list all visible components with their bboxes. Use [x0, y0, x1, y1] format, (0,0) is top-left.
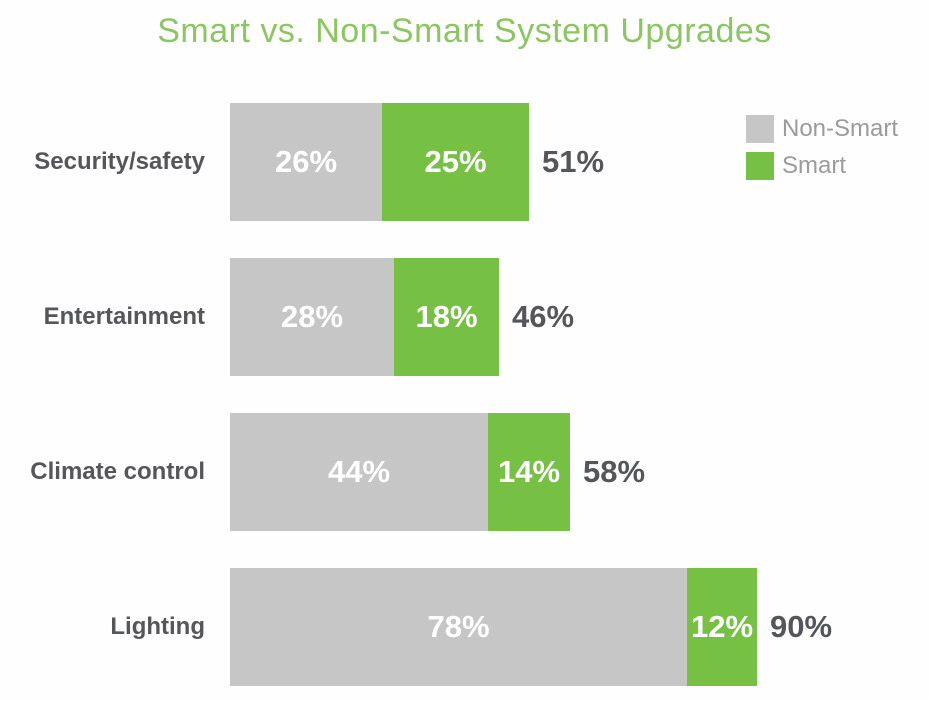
total-label: 46%: [512, 298, 575, 334]
bar-row: Climate control 44% 14% 58%: [0, 394, 929, 549]
segment-value-label: 44%: [327, 453, 391, 489]
bar-segment-smart: 25%: [382, 102, 529, 221]
bar-row: Entertainment 28% 18% 46%: [0, 239, 929, 394]
legend-label: Smart: [782, 152, 847, 179]
bar-segment-non-smart: 28%: [230, 257, 394, 376]
segment-value-label: 14%: [497, 453, 561, 489]
segment-value-label: 25%: [424, 143, 487, 179]
segment-value-label: 78%: [427, 608, 490, 644]
segment-value-label: 12%: [690, 608, 754, 644]
total-label: 58%: [583, 453, 646, 489]
segment-value-label: 28%: [280, 298, 344, 334]
bars-area: Security/safety 26% 25% 51% Entertainment 28%…: [0, 84, 929, 704]
stacked-bar: 78% 12% 90%: [230, 567, 929, 686]
bar-segment-smart: 12%: [687, 567, 757, 686]
category-label: Entertainment: [43, 302, 205, 330]
category-label: Security/safety: [34, 147, 205, 175]
category-label: Climate control: [30, 457, 205, 485]
legend-item-non-smart: Non-Smart: [746, 115, 898, 143]
legend-item-smart: Smart: [746, 152, 898, 180]
segment-value-label: 18%: [415, 298, 478, 334]
total-label: 90%: [770, 608, 833, 644]
bar-segment-non-smart: 78%: [230, 567, 687, 686]
bar-row: Lighting 78% 12% 90%: [0, 549, 929, 704]
bar-segment-non-smart: 26%: [230, 102, 382, 221]
bar-row: Security/safety 26% 25% 51%: [0, 84, 929, 239]
legend-swatch: [746, 115, 774, 143]
bar-segment-non-smart: 44%: [230, 412, 488, 531]
stacked-bar: 26% 25% 51%: [230, 102, 929, 221]
legend-label: Non-Smart: [782, 115, 899, 142]
bar-segment-smart: 18%: [394, 257, 499, 376]
total-label: 51%: [542, 143, 605, 179]
legend-swatch: [746, 152, 774, 180]
segment-value-label: 26%: [274, 143, 338, 179]
legend: Non-Smart Smart: [746, 115, 898, 189]
bar-segment-smart: 14%: [488, 412, 570, 531]
stacked-bar: 44% 14% 58%: [230, 412, 929, 531]
chart-title: Smart vs. Non-Smart System Upgrades: [157, 12, 772, 50]
category-label: Lighting: [110, 612, 205, 640]
stacked-bar: 28% 18% 46%: [230, 257, 929, 376]
